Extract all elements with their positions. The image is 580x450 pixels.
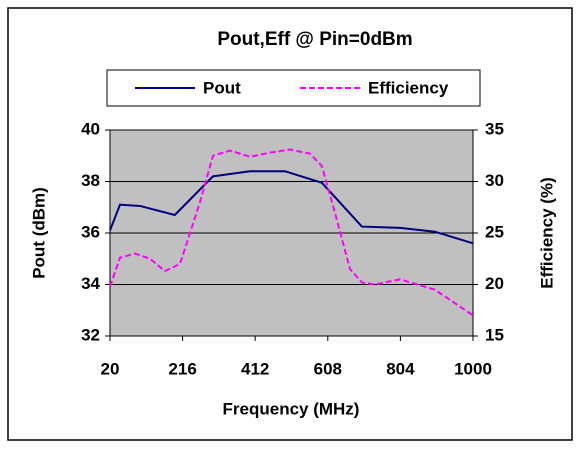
y-axis-label: Pout (dBm) [29, 187, 48, 279]
x-tick-label: 1000 [454, 359, 492, 378]
series-line [109, 148, 474, 317]
y2-tick-label: 35 [485, 119, 504, 138]
x-tick-label: 20 [101, 359, 120, 378]
series-line [109, 170, 474, 245]
y-tick-label: 32 [81, 325, 100, 344]
y2-axis-label: Efficiency (%) [537, 177, 556, 288]
y-tick-label: 34 [81, 274, 100, 293]
y2-tick-label: 25 [485, 222, 504, 241]
chart-title: Pout,Eff @ Pin=0dBm [217, 29, 412, 50]
x-tick-label: 412 [241, 359, 269, 378]
y2-tick-label: 20 [485, 274, 504, 293]
y-tick-label: 38 [81, 171, 100, 190]
x-tick-label: 608 [314, 359, 342, 378]
y2-tick-label: 30 [485, 171, 504, 190]
x-axis-label: Frequency (MHz) [223, 399, 360, 418]
y-tick-label: 36 [81, 222, 100, 241]
y-tick-label: 40 [81, 119, 100, 138]
y2-tick-label: 15 [485, 325, 504, 344]
x-tick-label: 216 [168, 359, 196, 378]
x-tick-label: 804 [386, 359, 415, 378]
legend-label: Pout [203, 78, 241, 97]
legend-label: Efficiency [368, 78, 449, 97]
